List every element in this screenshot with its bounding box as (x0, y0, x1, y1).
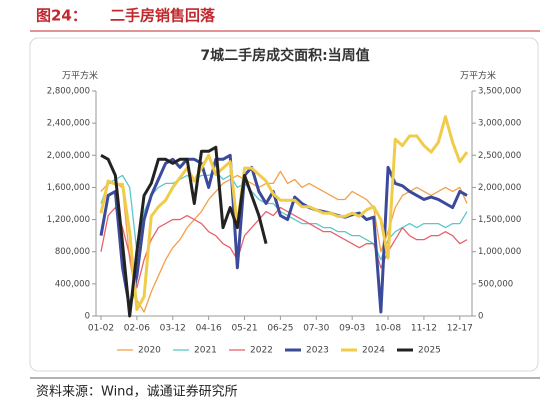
y-tick-label: 400,000 (55, 279, 90, 289)
series-line (100, 145, 268, 318)
legend-label: 2021 (194, 346, 217, 356)
y2-tick-label: 1,500,000 (478, 215, 521, 225)
y2-tick-label: 0 (478, 312, 483, 322)
legend-label: 2022 (250, 346, 273, 356)
figure-number: 图24： (36, 7, 87, 25)
plot: 0 400,000 800,000 1,200,000 1,600,000 2,000,0… (47, 87, 522, 356)
x-tick-label: 01-02 (88, 324, 114, 334)
x-tick-label: 09-03 (339, 324, 365, 334)
y2-tick-label: 3,500,000 (478, 87, 521, 97)
x-tick-label: 03-12 (160, 324, 186, 334)
y-tick-label: 0 (85, 312, 90, 322)
y-tick-label: 1,200,000 (47, 215, 90, 225)
y-tick-label: 1,600,000 (47, 183, 90, 193)
y-tick-label: 2,800,000 (47, 87, 90, 97)
legend-label: 2023 (306, 346, 329, 356)
x-tick-label: 07-30 (303, 324, 329, 334)
chart-title: 7城二手房成交面积:当周值 (200, 47, 369, 64)
y-tick-label: 2,400,000 (47, 119, 90, 129)
chart-frame (29, 37, 539, 372)
x-tick-label: 04-16 (196, 324, 222, 334)
series-line (99, 153, 468, 314)
y-tick-label: 800,000 (55, 247, 90, 257)
series-line (100, 170, 468, 313)
legend-label: 2025 (418, 346, 441, 356)
y-tick-label: 2,000,000 (47, 151, 90, 161)
series-line (99, 115, 469, 312)
y2-tick-label: 2,000,000 (478, 183, 521, 193)
x-tick-label: 12-17 (447, 324, 473, 334)
legend-label: 2020 (138, 346, 161, 356)
source-note: 资料来源：Wind，诚通证券研究所 (36, 384, 238, 400)
y2-axis-label: 万平方米 (460, 70, 496, 82)
legend-label: 2024 (362, 346, 385, 356)
y-axis-label: 万平方米 (62, 70, 98, 82)
y2-tick-label: 500,000 (478, 279, 513, 289)
y2-tick-label: 2,500,000 (478, 151, 521, 161)
x-tick-label: 11-12 (411, 324, 437, 334)
figure-title: 二手房销售回落 (110, 7, 216, 25)
x-tick-label: 05-21 (231, 324, 257, 334)
x-tick-label: 10-08 (375, 324, 401, 334)
x-tick-label: 02-06 (124, 324, 150, 334)
y2-tick-label: 3,000,000 (478, 119, 521, 129)
series-line (100, 170, 468, 261)
x-tick-label: 06-25 (267, 324, 293, 334)
y2-tick-label: 1,000,000 (478, 247, 521, 257)
series-line (100, 206, 468, 289)
